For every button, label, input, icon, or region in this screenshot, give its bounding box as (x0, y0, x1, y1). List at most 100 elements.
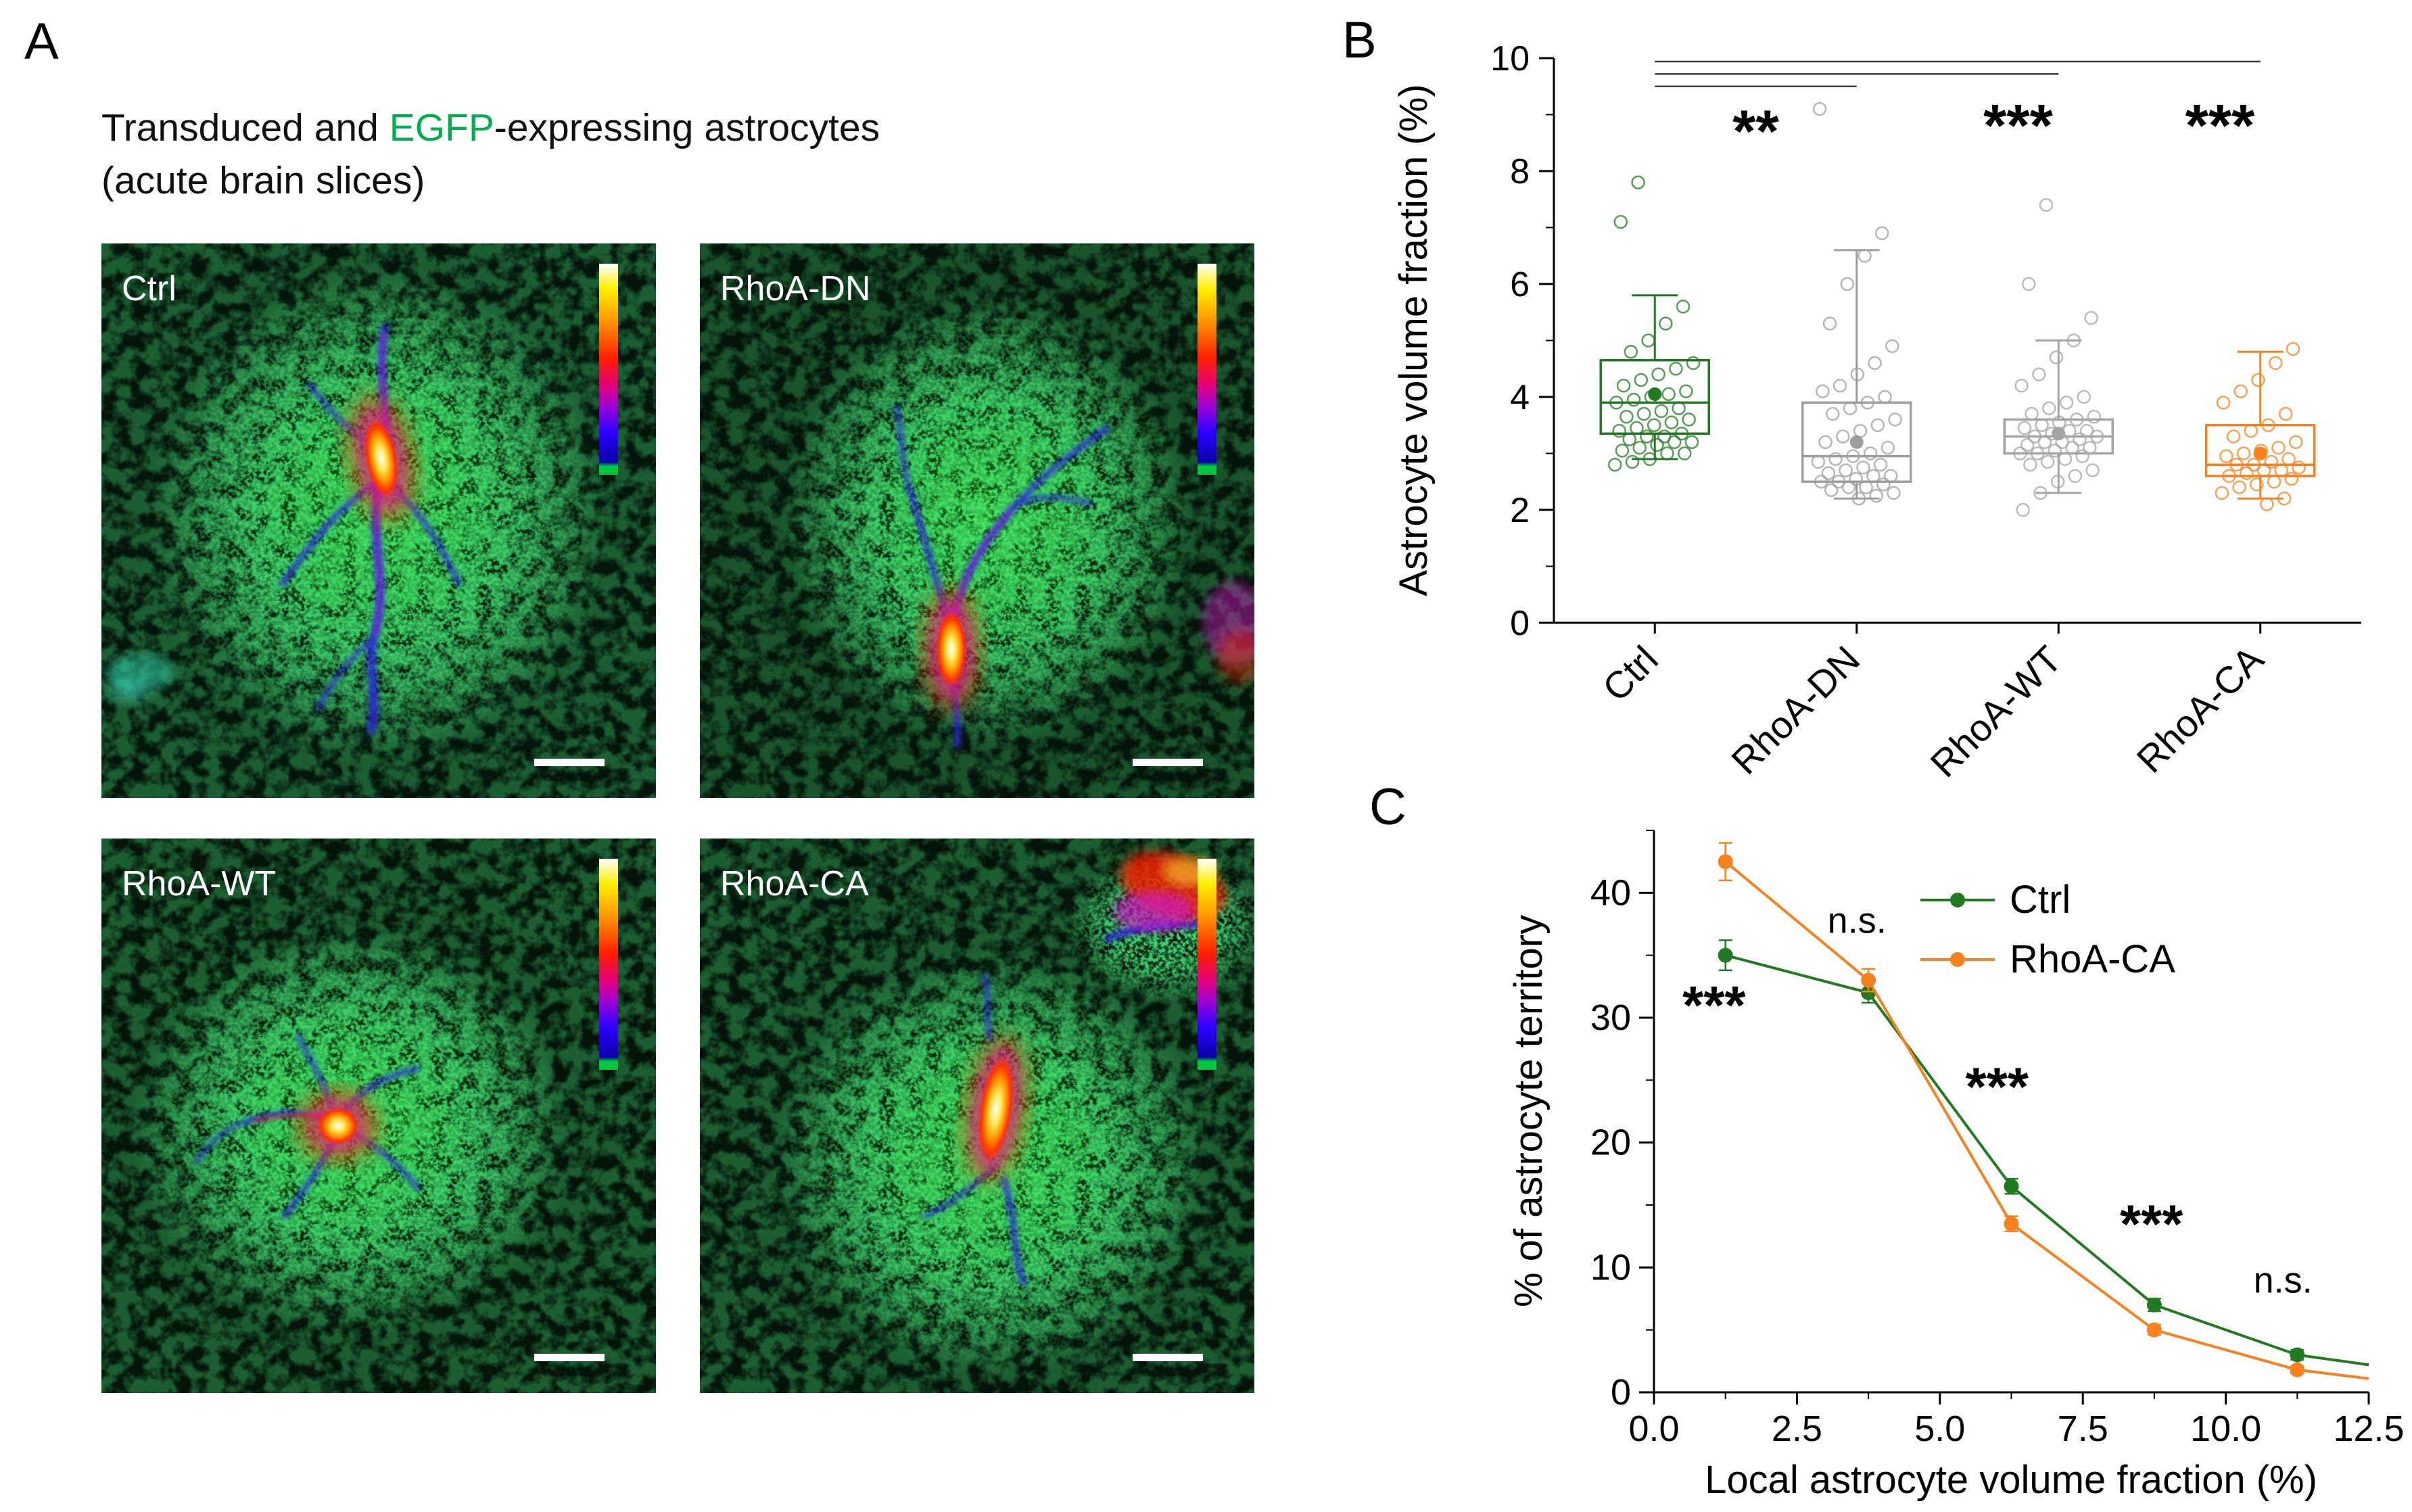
scatter-point (1624, 344, 1638, 359)
scatter-point (2216, 396, 2231, 410)
scatter-point (2269, 356, 2283, 371)
data-point (2004, 1179, 2019, 1194)
scatter-point (1887, 486, 1901, 500)
scatter-point (1821, 466, 1836, 480)
category-label: RhoA-CA (2128, 637, 2271, 780)
scatter-point (1616, 379, 1631, 393)
mean-dot (1648, 387, 1662, 401)
scatter-point (1664, 415, 1679, 429)
micrograph-label: RhoA-CA (720, 864, 869, 903)
scatter-point (2079, 423, 2094, 438)
scatter-point (2042, 401, 2056, 415)
scatter-point (1843, 401, 1858, 415)
y-tick-label: 10 (1590, 1247, 1631, 1287)
panel-b-letter: B (1342, 11, 1377, 69)
annotation: *** (2120, 1194, 2183, 1254)
scatter-point (2059, 396, 2074, 410)
scatter-point (1866, 469, 1881, 483)
scatter-point (1615, 444, 1630, 458)
scatter-point (2215, 486, 2229, 500)
y-tick-label: 8 (1510, 152, 1530, 191)
scatter-point (1876, 477, 1891, 492)
scatter-point (1625, 454, 1640, 469)
x-tick-label: 7.5 (2058, 1409, 2108, 1449)
scatter-point (1873, 457, 1888, 472)
line-chart-x-axis-title: Local astrocyte volume fraction (%) (1705, 1458, 2317, 1502)
scatter-point (2016, 502, 2030, 517)
y-tick-label: 6 (1510, 265, 1530, 304)
box (1599, 358, 1710, 435)
astrocyte-haze (805, 311, 1177, 724)
scatter-point (2240, 466, 2254, 480)
scatter-point (1679, 384, 1693, 398)
significance-label: ** (1732, 97, 1779, 164)
scatter-point (1669, 362, 1683, 376)
title-post: -expressing astrocytes (494, 106, 880, 149)
data-point (1718, 854, 1733, 870)
scatter-point (1840, 277, 1855, 291)
scatter-point (2226, 429, 2241, 444)
scatter-point (1647, 418, 1661, 432)
line-chart-svg: 0.0 2.5 5.0 7.5 10.0 12.5 0 10 20 30 40 Ctrl RhoA-CA… (1507, 830, 2405, 1502)
scatter-point (1626, 392, 1641, 407)
scatter-point (2062, 423, 2077, 438)
scatter-point (2286, 341, 2300, 356)
legend-marker (1950, 893, 1965, 907)
scatter-point (1651, 367, 1665, 381)
scatter-point (1682, 412, 1696, 427)
scatter-point (2023, 457, 2037, 472)
scatter-point (1828, 452, 1843, 467)
scatter-point (1863, 446, 1878, 460)
scatter-point (1684, 435, 1699, 450)
astrocyte-soma (920, 586, 983, 713)
scatter-point (1640, 429, 1654, 444)
scatter-point (1657, 429, 1672, 444)
annotation: n.s. (2254, 1260, 2313, 1300)
scatter-point (1612, 423, 1626, 438)
scatter-point (2025, 406, 2039, 421)
scatter-point (2035, 418, 2049, 432)
scatter-point (2020, 438, 2035, 452)
scatter-point (2040, 454, 2055, 469)
scatter-point (1632, 440, 1647, 455)
scatter-point (1859, 480, 1873, 494)
scatter-point (1881, 440, 1895, 455)
micrograph-rhoa-ca-svg: RhoA-CA (700, 838, 1254, 1393)
scatter-point (1824, 483, 1839, 498)
scatter-point (1839, 463, 1853, 477)
scatter-point (2017, 421, 2032, 435)
y-tick-label: 40 (1590, 872, 1631, 913)
data-point (2146, 1322, 2162, 1338)
scatter-point (1822, 316, 1837, 331)
scatter-point (1613, 214, 1628, 229)
x-tick-label: 12.5 (2333, 1409, 2404, 1449)
micrograph-ctrl-svg: Ctrl (101, 243, 656, 798)
annotation: n.s. (1828, 900, 1887, 941)
panel-a-title-line2: (acute brain slices) (101, 159, 425, 202)
scatter-point (1659, 316, 1673, 331)
scatter-point (2233, 384, 2248, 398)
scatter-point (1853, 423, 1868, 438)
scatter-point (1836, 429, 1850, 444)
category-label: Ctrl (1594, 638, 1666, 709)
edge-fragment (1203, 582, 1254, 683)
scatter-point (2085, 463, 2100, 477)
scatter-point (1636, 406, 1651, 421)
scatter-point (2274, 463, 2289, 477)
panel-a-title-line1: Transduced and EGFP-expressing astrocyte… (101, 101, 880, 154)
scatter-point (1650, 438, 1664, 452)
scatter-point (2087, 409, 2102, 424)
scatter-point (1832, 379, 1847, 393)
scatter-point (2244, 423, 2259, 438)
intensity-colorbar (1198, 264, 1216, 475)
scatter-point (2058, 452, 2073, 467)
line-chart-y-axis-title: % of astrocyte territory (1507, 915, 1551, 1307)
mean-dot (2052, 427, 2066, 441)
scatter-point (2292, 460, 2306, 475)
title-pre: Transduced and (101, 106, 389, 149)
astrocyte-soma (962, 1033, 1031, 1185)
scatter-point (2073, 432, 2087, 446)
line-chart-area: 0.0 2.5 5.0 7.5 10.0 12.5 0 10 20 30 40 Ctrl RhoA-CA… (1590, 830, 2405, 1449)
y-tick-label: 10 (1490, 39, 1530, 78)
